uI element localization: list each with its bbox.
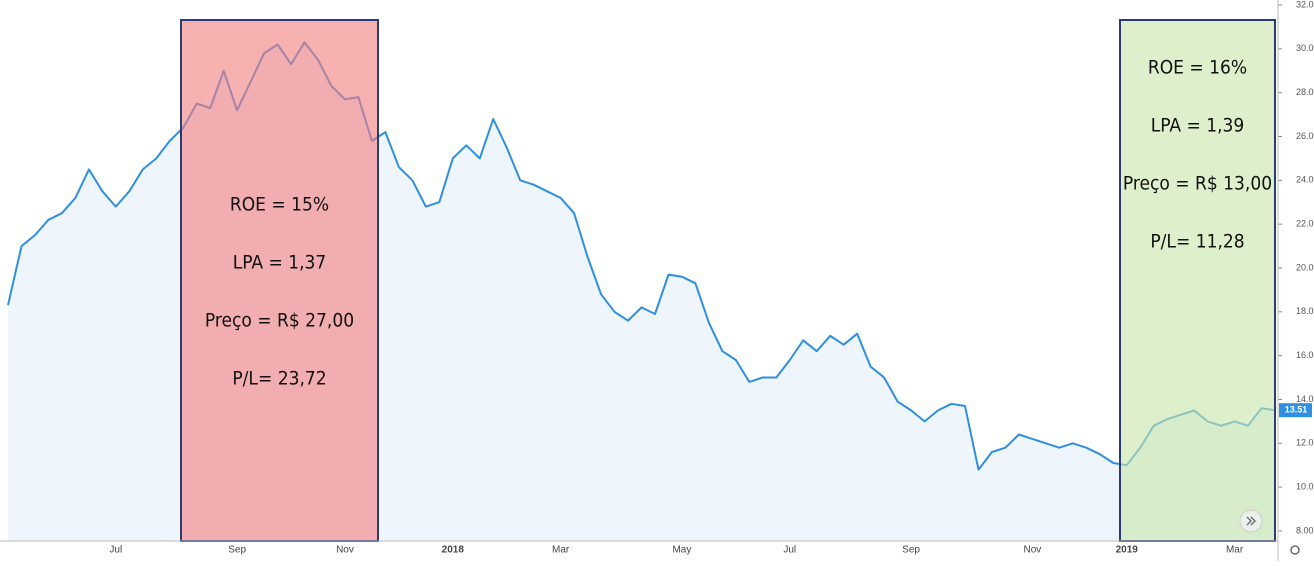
annotation-text: P/L= 11,28	[1150, 231, 1244, 253]
settings-icon	[1290, 545, 1300, 555]
y-tick-label: 32.00	[1296, 0, 1314, 9]
y-tick-label: 28.00	[1296, 87, 1314, 97]
annotation-text: Preço = R$ 13,00	[1123, 173, 1272, 195]
last-price-tag	[1279, 403, 1312, 418]
x-tick-label: Sep	[902, 545, 920, 556]
x-tick-label: Nov	[336, 545, 354, 556]
last-price-label: 13.51	[1285, 405, 1308, 415]
y-tick-label: 24.00	[1296, 175, 1314, 185]
y-tick-label: 18.00	[1296, 306, 1314, 316]
annotation-text: P/L= 23,72	[232, 368, 326, 390]
x-tick-label: 2018	[442, 545, 465, 556]
y-tick-label: 16.00	[1296, 350, 1314, 360]
annotation-text: LPA = 1,37	[233, 252, 327, 274]
y-tick-label: 30.00	[1296, 43, 1314, 53]
x-tick-label: Jul	[109, 545, 122, 556]
x-tick-label: 2019	[1116, 545, 1139, 556]
y-tick-label: 12.00	[1296, 438, 1314, 448]
annotation-box	[1119, 19, 1276, 542]
x-tick-label: Nov	[1023, 545, 1041, 556]
y-tick-label: 20.00	[1296, 262, 1314, 272]
annotation-text: LPA = 1,39	[1151, 115, 1245, 137]
y-tick-label: 26.00	[1296, 131, 1314, 141]
x-tick-label: May	[672, 545, 691, 556]
scroll-icon	[1246, 516, 1256, 526]
annotation-text: Preço = R$ 27,00	[205, 310, 354, 332]
x-tick-label: Mar	[552, 545, 570, 556]
y-tick-label: 8.00	[1296, 525, 1314, 535]
annotation-box	[180, 19, 379, 542]
annotation-text: ROE = 15%	[230, 194, 329, 216]
x-tick-label: Jul	[783, 545, 796, 556]
y-tick-label: 14.00	[1296, 394, 1314, 404]
x-tick-label: Sep	[228, 545, 246, 556]
annotation-text: ROE = 16%	[1148, 57, 1247, 79]
y-tick-label: 10.00	[1296, 481, 1314, 491]
x-tick-label: Mar	[1226, 545, 1244, 556]
y-tick-label: 22.00	[1296, 219, 1314, 229]
